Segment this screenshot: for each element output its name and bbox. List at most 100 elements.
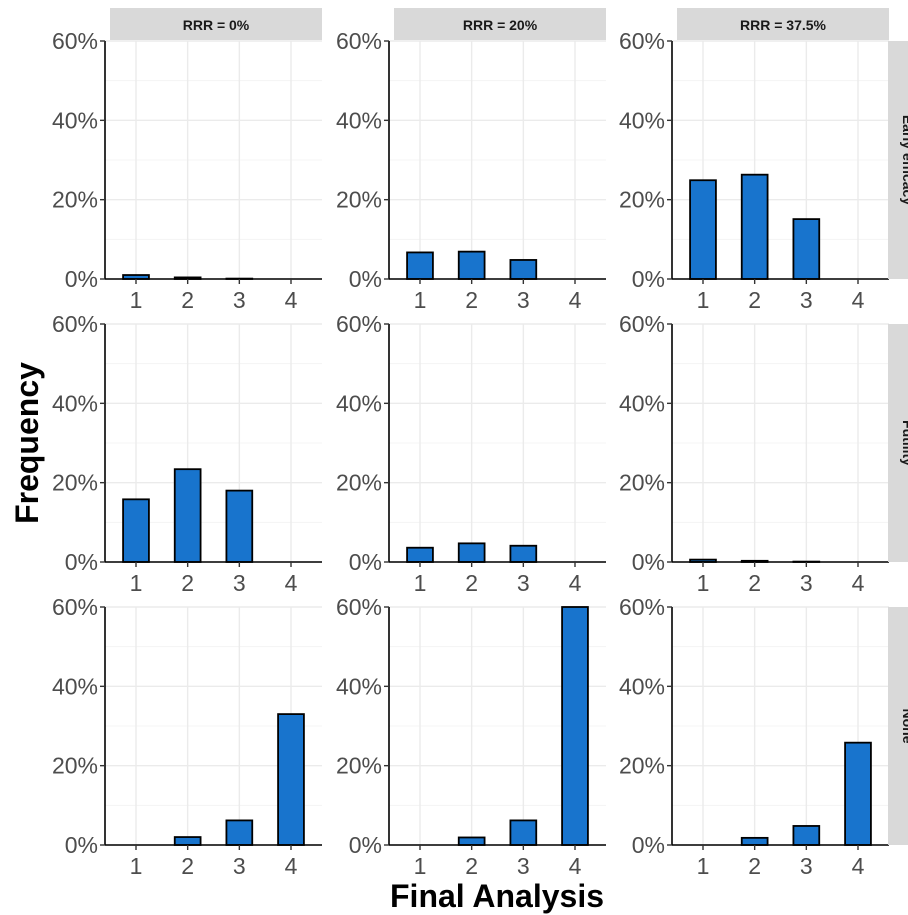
grid-layer <box>105 40 889 846</box>
y-tick-label-0-1-3: 60% <box>336 28 382 54</box>
bar-r3-c1-2 <box>173 836 202 846</box>
x-tick-label-2-2-0: 1 <box>697 853 710 879</box>
y-tick-label-1-2-3: 60% <box>619 311 665 337</box>
col-strip-label-1: RRR = 0% <box>183 17 250 33</box>
x-tick-label-2-1-2: 3 <box>517 853 530 879</box>
y-tick-label-2-0-3: 60% <box>52 594 98 620</box>
y-tick-label-0-1-0: 0% <box>349 266 382 292</box>
row-strip-label-2: Futility <box>900 420 908 466</box>
x-tick-label-0-1-0: 1 <box>414 287 427 313</box>
y-tick-label-1-0-2: 40% <box>52 390 98 416</box>
bar-r2-c1-2 <box>173 468 202 563</box>
y-axis-title: Frequency <box>9 362 45 524</box>
col-strip-2 <box>394 8 606 40</box>
x-tick-label-1-0-2: 3 <box>233 570 246 596</box>
row-strip-3 <box>888 607 908 845</box>
bar-r1-c3-3 <box>792 218 821 280</box>
bar-r2-c1-1 <box>122 498 150 563</box>
y-tick-label-1-2-0: 0% <box>632 549 665 575</box>
axes-layer <box>100 40 889 850</box>
y-tick-label-2-0-2: 40% <box>52 673 98 699</box>
bar-r3-c3-4 <box>844 741 872 846</box>
col-strip-label-2: RRR = 20% <box>463 17 538 33</box>
bar-r1-c2-3 <box>509 259 538 280</box>
x-tick-label-0-0-2: 3 <box>233 287 246 313</box>
y-tick-label-2-2-2: 40% <box>619 673 665 699</box>
bar-r3-c1-3 <box>225 819 254 846</box>
x-tick-label-1-1-3: 4 <box>569 570 582 596</box>
y-tick-label-2-2-0: 0% <box>632 832 665 858</box>
x-tick-label-2-2-1: 2 <box>748 853 761 879</box>
y-tick-label-1-1-3: 60% <box>336 311 382 337</box>
bar-r1-c3-2 <box>740 173 769 280</box>
y-tick-label-1-0-1: 20% <box>52 470 98 496</box>
y-tick-label-0-0-1: 20% <box>52 187 98 213</box>
y-tick-label-1-2-2: 40% <box>619 390 665 416</box>
bar-r2-c2-3 <box>509 544 538 563</box>
bars-layer <box>122 173 872 846</box>
x-tick-label-2-0-2: 3 <box>233 853 246 879</box>
x-tick-label-2-0-1: 2 <box>181 853 194 879</box>
x-tick-label-0-1-1: 2 <box>465 287 478 313</box>
col-strip-3 <box>677 8 889 40</box>
x-tick-label-0-2-3: 4 <box>852 287 865 313</box>
y-tick-label-0-2-0: 0% <box>632 266 665 292</box>
x-tick-label-1-0-3: 4 <box>285 570 298 596</box>
x-tick-label-2-1-3: 4 <box>569 853 582 879</box>
labels-layer: 0%20%40%60%1 2 3 40%20%40%60%1 2 3 40%20%40%60… <box>9 17 908 914</box>
bar-r2-c1-3 <box>225 489 254 563</box>
bar-r3-c3-3 <box>792 825 821 846</box>
x-tick-label-0-1-2: 3 <box>517 287 530 313</box>
x-tick-label-0-0-0: 1 <box>130 287 143 313</box>
y-tick-label-2-1-3: 60% <box>336 594 382 620</box>
y-tick-label-0-0-3: 60% <box>52 28 98 54</box>
row-strip-label-3: None <box>900 709 908 744</box>
bar-r2-c2-1 <box>406 546 434 563</box>
y-tick-label-2-1-0: 0% <box>349 832 382 858</box>
col-strip-1 <box>110 8 322 40</box>
strips-layer <box>110 8 908 845</box>
row-strip-1 <box>888 41 908 279</box>
x-tick-label-1-0-0: 1 <box>130 570 143 596</box>
y-tick-label-2-0-0: 0% <box>65 832 98 858</box>
x-tick-label-0-2-2: 3 <box>800 287 813 313</box>
x-tick-label-1-1-1: 2 <box>465 570 478 596</box>
y-tick-label-1-1-1: 20% <box>336 470 382 496</box>
x-tick-label-2-2-3: 4 <box>852 853 865 879</box>
x-tick-label-0-2-0: 1 <box>697 287 710 313</box>
x-tick-label-1-2-3: 4 <box>852 570 865 596</box>
bar-r3-c1-4 <box>277 713 305 846</box>
x-tick-label-0-1-3: 4 <box>569 287 582 313</box>
x-tick-label-0-0-3: 4 <box>285 287 298 313</box>
col-strip-label-3: RRR = 37.5% <box>740 17 827 33</box>
row-strip-2 <box>888 324 908 562</box>
y-tick-label-1-1-0: 0% <box>349 549 382 575</box>
y-tick-label-0-1-1: 20% <box>336 187 382 213</box>
y-tick-label-2-2-3: 60% <box>619 594 665 620</box>
bar-r3-c2-3 <box>509 819 538 846</box>
y-tick-label-2-1-1: 20% <box>336 753 382 779</box>
bar-r3-c2-2 <box>457 836 486 846</box>
bar-r1-c3-1 <box>689 179 717 280</box>
y-tick-label-0-2-1: 20% <box>619 187 665 213</box>
x-tick-label-1-2-0: 1 <box>697 570 710 596</box>
x-tick-label-2-2-2: 3 <box>800 853 813 879</box>
y-tick-label-1-0-3: 60% <box>52 311 98 337</box>
y-tick-label-1-1-2: 40% <box>336 390 382 416</box>
bar-r3-c3-2 <box>740 836 769 846</box>
y-tick-label-2-2-1: 20% <box>619 753 665 779</box>
y-tick-label-1-2-1: 20% <box>619 470 665 496</box>
x-tick-label-1-1-2: 3 <box>517 570 530 596</box>
bar-r2-c2-2 <box>457 542 486 563</box>
bar-r1-c2-2 <box>457 250 486 280</box>
x-tick-label-1-0-1: 2 <box>181 570 194 596</box>
x-tick-label-1-2-2: 3 <box>800 570 813 596</box>
y-tick-label-0-2-3: 60% <box>619 28 665 54</box>
x-tick-label-2-1-0: 1 <box>414 853 427 879</box>
x-tick-label-1-2-1: 2 <box>748 570 761 596</box>
row-strip-label-1: Early efficacy <box>900 115 908 205</box>
x-tick-label-0-0-1: 2 <box>181 287 194 313</box>
x-axis-title: Final Analysis <box>390 878 604 914</box>
x-tick-label-1-1-0: 1 <box>414 570 427 596</box>
